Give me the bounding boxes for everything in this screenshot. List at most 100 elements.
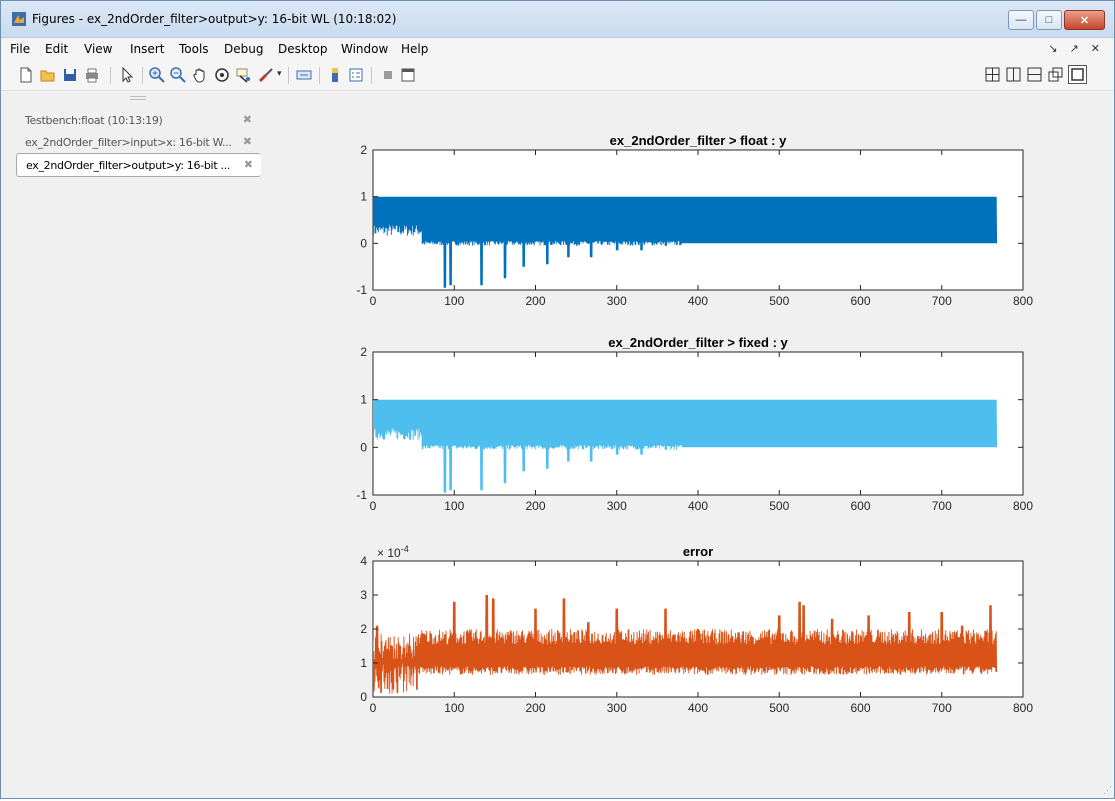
open-file-icon[interactable] (39, 66, 57, 84)
top-bottom-icon[interactable] (1026, 66, 1043, 83)
left-right-icon[interactable] (1005, 66, 1022, 83)
x-tick-label: 800 (1013, 294, 1033, 308)
y-tick-label: 1 (360, 190, 367, 204)
x-tick-label: 200 (525, 294, 545, 308)
x-tick-label: 200 (525, 701, 545, 715)
chart-title: error (683, 544, 713, 559)
toolbar-separator (288, 67, 289, 84)
x-tick-label: 0 (370, 499, 377, 513)
x-tick-label: 700 (932, 701, 952, 715)
toolbar-separator (110, 67, 111, 84)
y-tick-label: -1 (356, 488, 367, 502)
y-tick-label: 2 (360, 143, 367, 157)
close-icon[interactable]: ✖ (242, 135, 252, 148)
x-tick-label: 400 (688, 499, 708, 513)
figure-list-item[interactable]: Testbench:float (10:13:19) ✖ (16, 109, 260, 131)
chart-title: ex_2ndOrder_filter > float : y (610, 133, 787, 148)
x-tick-label: 0 (370, 701, 377, 715)
x-tick-label: 500 (769, 701, 789, 715)
rotate-3d-icon[interactable] (213, 66, 231, 84)
brush-icon[interactable] (257, 66, 275, 84)
close-icon[interactable]: ✖ (242, 113, 252, 126)
y-tick-label: 0 (360, 440, 367, 454)
matlab-icon (12, 12, 26, 26)
menu-help[interactable]: Help (401, 42, 429, 56)
chart-1: 0 100 200 300 400 500 600 700 800-1012ex_2ndOrde… (356, 335, 1033, 513)
y-tick-label: -1 (356, 283, 367, 297)
pan-icon[interactable] (191, 66, 209, 84)
resize-grip-icon[interactable]: ⋰ (1103, 785, 1112, 795)
x-tick-label: 500 (769, 499, 789, 513)
link-plot-icon[interactable] (295, 66, 313, 84)
chart-2: 0 100 200 300 400 500 600 700 800 0 1 2 3 4 error × 10-… (360, 544, 1033, 715)
y-tick-label: 1 (360, 393, 367, 407)
x-tick-label: 200 (525, 499, 545, 513)
pin-icon[interactable]: ↗ (1069, 43, 1079, 55)
menu-debug[interactable]: Debug (224, 42, 264, 56)
x-tick-label: 800 (1013, 499, 1033, 513)
x-tick-label: 100 (444, 499, 464, 513)
menu-edit[interactable]: Edit (45, 42, 69, 56)
menu-tools[interactable]: Tools (179, 42, 209, 56)
figure-browser-panel: Testbench:float (10:13:19) ✖ ex_2ndOrder… (16, 96, 262, 771)
menu-desktop[interactable]: Desktop (278, 42, 328, 56)
save-icon[interactable] (61, 66, 79, 84)
legend-icon[interactable] (347, 66, 365, 84)
x-tick-label: 600 (850, 701, 870, 715)
series-line (373, 594, 998, 694)
x-tick-label: 300 (607, 294, 627, 308)
colorbar-icon[interactable] (326, 66, 344, 84)
menu-window[interactable]: Window (341, 42, 389, 56)
y-tick-label: 0 (360, 236, 367, 250)
figure-list-item-active[interactable]: ex_2ndOrder_filter>output>y: 16-bit ... … (16, 153, 261, 177)
figure-list-item-label: Testbench:float (10:13:19) (25, 114, 163, 127)
figure-canvas[interactable]: 0 100 200 300 400 500 600 700 800 -1 0 1 2 ex_2ndOrde… (261, 91, 1113, 796)
window-title: Figures - ex_2ndOrder_filter>output>y: 1… (32, 12, 397, 26)
close-button[interactable]: ✕ (1064, 10, 1105, 30)
zoom-in-icon[interactable] (148, 66, 166, 84)
toolbar-separator (319, 67, 320, 84)
maximize-button[interactable]: □ (1036, 10, 1062, 30)
x-tick-label: 0 (370, 294, 377, 308)
window-controls: — □ ✕ (1008, 10, 1105, 30)
float-icon[interactable] (1047, 66, 1064, 83)
series-line (373, 196, 998, 288)
brush-dropdown-icon[interactable]: ▾ (277, 68, 282, 78)
data-cursor-icon[interactable] (235, 66, 253, 84)
menu-view[interactable]: View (84, 42, 113, 56)
close-panel-icon[interactable]: ✕ (1090, 43, 1100, 55)
x-tick-label: 400 (688, 294, 708, 308)
y-tick-label: 4 (360, 554, 367, 568)
x-tick-label: 300 (607, 499, 627, 513)
menu-insert[interactable]: Insert (130, 42, 165, 56)
x-tick-label: 400 (688, 701, 708, 715)
y-tick-label: 1 (360, 656, 367, 670)
chart-title: ex_2ndOrder_filter > fixed : y (608, 335, 788, 350)
title-bar[interactable]: Figures - ex_2ndOrder_filter>output>y: 1… (1, 1, 1114, 38)
chart-0: 0 100 200 300 400 500 600 700 800-1012ex_2ndOrde… (356, 133, 1033, 308)
hide-plot-tools-icon[interactable] (379, 66, 397, 84)
print-icon[interactable] (83, 66, 101, 84)
minimize-button[interactable]: — (1008, 10, 1034, 30)
figure-list-item[interactable]: ex_2ndOrder_filter>input>x: 16-bit W... … (16, 131, 260, 153)
series-line (373, 399, 998, 493)
close-icon[interactable]: ✖ (243, 158, 253, 171)
x-tick-label: 700 (932, 499, 952, 513)
plots-svg[interactable]: 0 100 200 300 400 500 600 700 800-1012ex_2ndOrde… (261, 91, 1113, 796)
x-tick-label: 100 (444, 294, 464, 308)
x-tick-label: 100 (444, 701, 464, 715)
y-tick-label: 2 (360, 345, 367, 359)
tile-icon[interactable] (984, 66, 1001, 83)
x-tick-label: 500 (769, 294, 789, 308)
maximize-icon[interactable] (1068, 65, 1087, 84)
y-exponent-value: -4 (401, 544, 409, 554)
show-plot-tools-icon[interactable] (399, 66, 417, 84)
figure-list-item-label: ex_2ndOrder_filter>output>y: 16-bit ... (26, 159, 231, 172)
menu-file[interactable]: File (10, 42, 31, 56)
edit-plot-icon[interactable] (118, 66, 136, 84)
zoom-out-icon[interactable] (169, 66, 187, 84)
x-tick-label: 300 (607, 701, 627, 715)
new-figure-icon[interactable] (17, 66, 35, 84)
undock-icon[interactable]: ↘ (1048, 43, 1058, 55)
panel-grip[interactable] (130, 96, 146, 100)
